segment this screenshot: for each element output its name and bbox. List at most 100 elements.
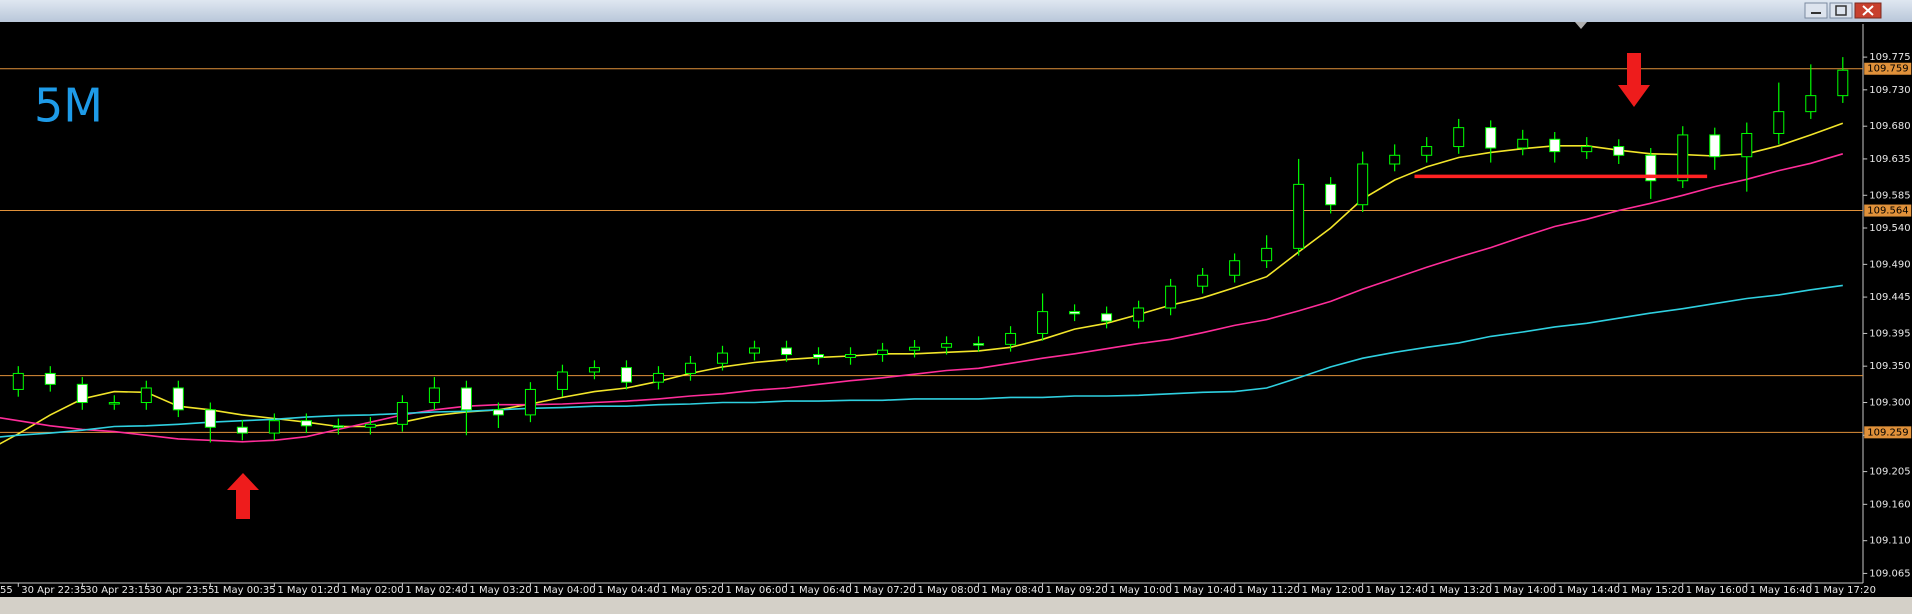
x-tick-label: 1 May 13:20 xyxy=(1430,585,1492,596)
candle-body xyxy=(1421,146,1433,156)
x-tick-label: 30 Apr 22:35 xyxy=(21,585,86,596)
x-tick-label: 1 May 16:00 xyxy=(1686,585,1748,596)
candle-body xyxy=(332,425,344,428)
candle-body xyxy=(1517,138,1529,149)
candle-body xyxy=(364,423,376,428)
candle-body xyxy=(1485,127,1497,149)
y-tick-label: 109.160 xyxy=(1869,499,1910,510)
level-label: 109.259 xyxy=(1867,427,1908,438)
candle-body xyxy=(1293,183,1305,249)
restore-icon xyxy=(1835,5,1847,16)
candle-body xyxy=(1197,274,1209,287)
y-tick-label: 109.445 xyxy=(1869,292,1910,303)
x-tick-label: 1 May 17:20 xyxy=(1814,585,1876,596)
candle-body xyxy=(1165,285,1177,309)
x-tick-label: 1 May 06:40 xyxy=(790,585,852,596)
x-tick-label: 1 May 12:40 xyxy=(1366,585,1428,596)
candle-body xyxy=(204,409,216,428)
candle-body xyxy=(396,402,408,425)
y-tick-label: 109.395 xyxy=(1869,328,1910,339)
x-tick-label: 1 May 07:20 xyxy=(854,585,916,596)
candle-body xyxy=(1389,154,1401,165)
y-tick-label: 109.730 xyxy=(1869,85,1910,96)
level-label: 109.759 xyxy=(1867,64,1908,75)
candle-body xyxy=(1325,183,1337,206)
candle-body xyxy=(1133,307,1145,322)
timeframe-label: 5M xyxy=(34,79,103,133)
candle-body xyxy=(1709,134,1721,158)
y-tick-label: 109.540 xyxy=(1869,223,1910,234)
x-tick-label: 1 May 05:20 xyxy=(661,585,723,596)
x-tick-label: 1 May 01:20 xyxy=(277,585,339,596)
candle-body xyxy=(716,352,728,364)
candle-body xyxy=(12,372,24,390)
x-tick-label: 1 May 06:00 xyxy=(725,585,787,596)
x-tick-label: 1 May 10:40 xyxy=(1174,585,1236,596)
x-tick-label: 30 Apr 23:55 xyxy=(149,585,214,596)
y-tick-label: 109.585 xyxy=(1869,190,1910,201)
candle-body xyxy=(941,343,953,348)
candle-body xyxy=(108,402,120,405)
x-tick-label: 1 May 00:35 xyxy=(213,585,275,596)
candle-body xyxy=(556,371,568,390)
down-arrow xyxy=(1618,53,1650,107)
y-tick-label: 109.775 xyxy=(1869,52,1910,63)
candle-body xyxy=(1005,332,1017,345)
close-icon xyxy=(1862,5,1874,16)
candle-body xyxy=(652,372,664,383)
y-tick-label: 109.300 xyxy=(1869,398,1910,409)
x-tick-label: 1 May 14:40 xyxy=(1558,585,1620,596)
y-tick-label: 109.065 xyxy=(1869,568,1910,579)
minimize-button[interactable] xyxy=(1804,2,1828,19)
y-tick-label: 109.680 xyxy=(1869,121,1910,132)
candle-body xyxy=(268,420,280,434)
x-tick-label: 1 May 09:20 xyxy=(1046,585,1108,596)
candle-body xyxy=(428,387,440,404)
candle-body xyxy=(813,354,825,358)
y-tick-label: 109.350 xyxy=(1869,361,1910,372)
title-bar xyxy=(0,0,1912,22)
window-buttons[interactable] xyxy=(1804,2,1882,19)
candle-body xyxy=(300,420,312,427)
candle-body xyxy=(460,387,472,411)
level-tag xyxy=(1864,204,1912,217)
candle-body xyxy=(748,347,760,354)
candle-body xyxy=(524,388,536,416)
candle-body xyxy=(236,426,248,434)
candle-body xyxy=(973,343,985,346)
candle-body xyxy=(1613,146,1625,156)
candle-body xyxy=(1357,163,1369,206)
candle-body xyxy=(140,387,152,404)
level-tag xyxy=(1864,62,1912,75)
x-tick-label: 1 May 03:20 xyxy=(469,585,531,596)
candle-body xyxy=(1453,127,1465,148)
candle-body xyxy=(492,409,504,416)
x-tick-label: 1 May 10:00 xyxy=(1110,585,1172,596)
indicator-line xyxy=(0,284,1843,438)
x-tick-label: 30 Apr 23:15 xyxy=(85,585,150,596)
x-tick-label: 1 May 02:00 xyxy=(341,585,403,596)
candle-body xyxy=(1581,146,1593,153)
level-label: 109.564 xyxy=(1867,206,1908,217)
candle-body xyxy=(1741,132,1753,158)
x-tick-label: 1 May 14:00 xyxy=(1494,585,1556,596)
candle-body xyxy=(877,349,889,356)
candle-body xyxy=(1261,247,1273,262)
up-arrow xyxy=(227,473,259,519)
candle-body xyxy=(781,347,793,356)
candle-body xyxy=(1101,313,1113,322)
candle-body xyxy=(1837,69,1849,97)
plot-area xyxy=(0,57,1863,445)
candle-body xyxy=(172,387,184,411)
candle-body xyxy=(1645,154,1657,182)
y-tick-label: 109.205 xyxy=(1869,467,1910,478)
indicator-line xyxy=(0,153,1844,443)
x-tick-label: 1 May 08:00 xyxy=(918,585,980,596)
candle-body xyxy=(588,367,600,373)
x-tick-label: 1 May 08:40 xyxy=(982,585,1044,596)
x-tick-label: 1 May 04:40 xyxy=(597,585,659,596)
x-tick-label: 1 May 02:40 xyxy=(405,585,467,596)
